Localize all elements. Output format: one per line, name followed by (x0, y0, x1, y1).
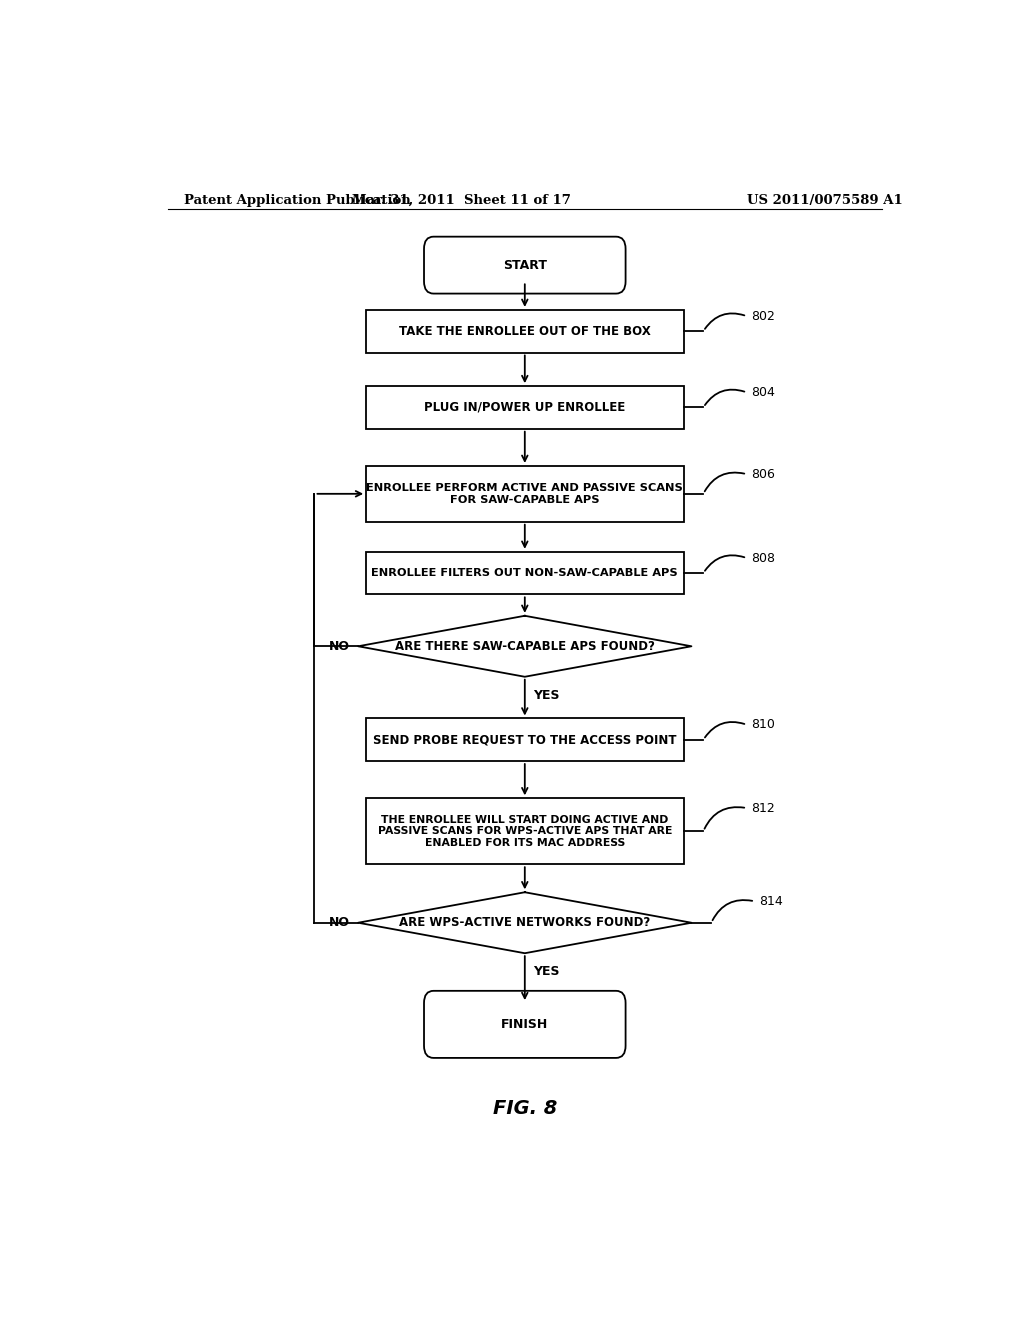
Bar (367, 310, 684, 352)
FancyBboxPatch shape (424, 236, 626, 293)
Bar (367, 466, 684, 521)
Bar (367, 552, 684, 594)
Text: NO: NO (329, 916, 350, 929)
Text: THE ENROLLEE WILL START DOING ACTIVE AND
PASSIVE SCANS FOR WPS-ACTIVE APS THAT A: THE ENROLLEE WILL START DOING ACTIVE AND… (378, 814, 672, 847)
Bar (367, 385, 684, 429)
Text: PLUG IN/POWER UP ENROLLEE: PLUG IN/POWER UP ENROLLEE (424, 401, 626, 414)
Text: YES: YES (532, 689, 559, 701)
Text: 804: 804 (751, 385, 775, 399)
Text: NO: NO (329, 640, 350, 653)
Text: 806: 806 (751, 467, 775, 480)
Text: Mar. 31, 2011  Sheet 11 of 17: Mar. 31, 2011 Sheet 11 of 17 (352, 194, 570, 206)
FancyBboxPatch shape (424, 991, 626, 1057)
Text: 814: 814 (759, 895, 782, 908)
Text: Patent Application Publication: Patent Application Publication (183, 194, 411, 206)
Polygon shape (358, 892, 691, 953)
Text: SEND PROBE REQUEST TO THE ACCESS POINT: SEND PROBE REQUEST TO THE ACCESS POINT (373, 734, 677, 746)
Text: YES: YES (532, 965, 559, 978)
Polygon shape (358, 615, 691, 677)
Bar (367, 799, 684, 865)
Text: 812: 812 (751, 801, 775, 814)
Text: 810: 810 (751, 718, 775, 731)
Text: FIG. 8: FIG. 8 (493, 1100, 557, 1118)
Bar (367, 718, 684, 762)
Text: ENROLLEE FILTERS OUT NON-SAW-CAPABLE APS: ENROLLEE FILTERS OUT NON-SAW-CAPABLE APS (372, 568, 678, 578)
Text: ENROLLEE PERFORM ACTIVE AND PASSIVE SCANS
FOR SAW-CAPABLE APS: ENROLLEE PERFORM ACTIVE AND PASSIVE SCAN… (367, 483, 683, 504)
Text: ARE WPS-ACTIVE NETWORKS FOUND?: ARE WPS-ACTIVE NETWORKS FOUND? (399, 916, 650, 929)
Text: TAKE THE ENROLLEE OUT OF THE BOX: TAKE THE ENROLLEE OUT OF THE BOX (399, 325, 650, 338)
Text: 808: 808 (751, 552, 775, 565)
Text: ARE THERE SAW-CAPABLE APS FOUND?: ARE THERE SAW-CAPABLE APS FOUND? (395, 640, 654, 653)
Text: US 2011/0075589 A1: US 2011/0075589 A1 (748, 194, 903, 206)
Text: 802: 802 (751, 310, 775, 323)
Text: FINISH: FINISH (501, 1018, 549, 1031)
Text: START: START (503, 259, 547, 272)
